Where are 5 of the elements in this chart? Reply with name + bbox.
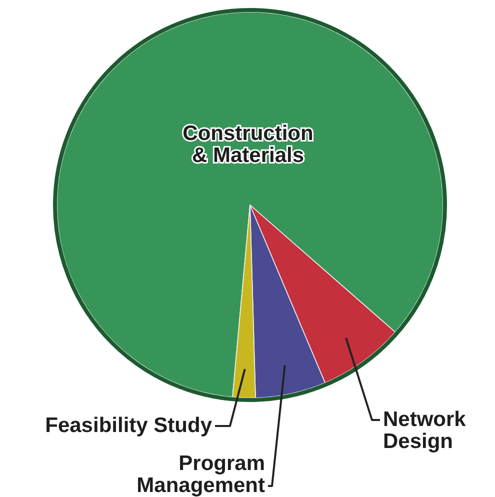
pie-slice <box>56 12 444 398</box>
slice-label: Network Design <box>383 408 466 453</box>
slice-label: Construction & Materials <box>182 122 314 167</box>
slice-label: Program Management <box>136 452 266 497</box>
slice-label: Feasibility Study <box>45 414 212 437</box>
